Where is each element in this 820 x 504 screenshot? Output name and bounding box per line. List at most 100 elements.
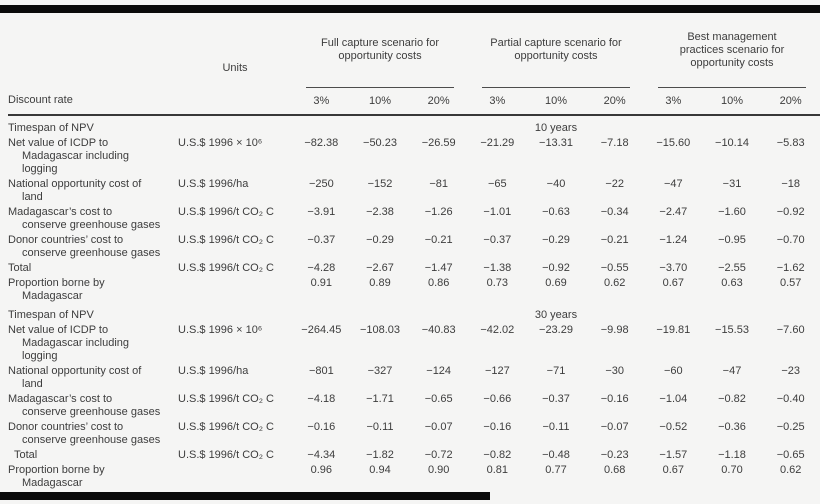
value-cell: −21.29 [480, 137, 515, 149]
discount-rate-label: Discount rate [8, 94, 73, 106]
group-header-full-capture: Full capture scenario for opportunity co… [292, 16, 468, 114]
table-section-10-years: Timespan of NPV 10 years Net value of ICDP… [8, 122, 820, 303]
value-cell: −0.37 [307, 234, 336, 246]
value-cell: −0.40 [776, 393, 805, 405]
table-row: Donor countries’ cost to conserve greenh… [8, 234, 820, 260]
cost-table: Discount rate Units Full capture scenari… [8, 16, 820, 494]
value-cell: −1.82 [366, 449, 394, 461]
value-cell: −2.38 [366, 206, 394, 218]
value-cell: −18 [781, 178, 800, 190]
value-cell: −0.07 [600, 421, 629, 433]
row-units: U.S.$ 1996 × 10⁶ [178, 324, 263, 336]
timespan-label: Timespan of NPV [8, 309, 94, 321]
row-label: Proportion borne by Madagascar [8, 277, 105, 302]
table-row: Madagascar’s cost to conserve greenhouse… [8, 393, 820, 419]
group-underline [306, 87, 454, 88]
value-cell: 0.94 [369, 464, 391, 476]
value-cell: 0.77 [545, 464, 567, 476]
rate-header: 10% [368, 94, 391, 107]
value-cell: −31 [722, 178, 742, 190]
table-body: Timespan of NPV 10 years Net value of ICDP… [8, 116, 820, 490]
table-row: National opportunity cost of land U.S.$ 1… [8, 178, 820, 204]
row-units: U.S.$ 1996/t CO₂ C [178, 421, 274, 433]
value-cell: −4.28 [307, 262, 336, 274]
value-cell: 0.67 [662, 464, 685, 476]
value-cell: −0.37 [542, 393, 570, 405]
row-label: Donor countries’ cost to conserve greenh… [8, 421, 161, 446]
value-cell: −0.29 [542, 234, 570, 246]
value-cell: −50.23 [363, 137, 397, 149]
value-cell: 0.73 [486, 277, 509, 289]
value-cell: −15.53 [715, 324, 749, 336]
rate-header: 10% [720, 94, 743, 107]
value-cell: 0.81 [486, 464, 509, 476]
table-row: Net value of ICDP to Madagascar includin… [8, 324, 820, 363]
row-label: Total [14, 449, 38, 461]
table-row: Total U.S.$ 1996/t CO₂ C −4.34 −1.82 −0.72 −0… [8, 449, 820, 462]
value-cell: −801 [308, 365, 334, 377]
rate-header: 20% [603, 94, 626, 107]
timespan-value: 30 years [534, 309, 578, 321]
value-cell: 0.96 [310, 464, 333, 476]
table-row: Total U.S.$ 1996/t CO₂ C −4.28 −2.67 −1.47 −1… [8, 262, 820, 275]
value-cell: −0.82 [483, 449, 512, 461]
table-row: Net value of ICDP to Madagascar includin… [8, 137, 820, 176]
group-rates: 3% 10% 20% [292, 88, 468, 114]
value-cell: −47 [663, 178, 683, 190]
value-cell: −3.91 [307, 206, 336, 218]
row-label: Net value of ICDP to Madagascar includin… [8, 324, 130, 362]
value-cell: −124 [426, 365, 452, 377]
timespan-row: Timespan of NPV 30 years [8, 309, 820, 322]
value-cell: −1.18 [718, 449, 746, 461]
rate-header: 3% [313, 94, 330, 107]
value-cell: −26.59 [421, 137, 456, 149]
rate-header: 3% [489, 94, 506, 107]
value-cell: −71 [546, 365, 566, 377]
value-cell: −40 [546, 178, 566, 190]
timespan-row: Timespan of NPV 10 years [8, 122, 820, 135]
value-cell: 0.62 [779, 464, 802, 476]
value-cell: −15.60 [656, 137, 691, 149]
value-cell: 0.62 [603, 277, 626, 289]
rate-header: 10% [544, 94, 567, 107]
value-cell: 0.91 [310, 277, 333, 289]
row-label: National opportunity cost of land [8, 365, 142, 390]
row-units: U.S.$ 1996/t CO₂ C [178, 206, 274, 218]
value-cell: −3.70 [659, 262, 688, 274]
value-cell: −60 [663, 365, 683, 377]
value-cell: −22 [605, 178, 624, 190]
value-cell: −0.21 [424, 234, 453, 246]
value-cell: −0.82 [718, 393, 746, 405]
value-cell: 0.67 [662, 277, 685, 289]
row-units: U.S.$ 1996/t CO₂ C [178, 449, 274, 461]
row-label: Proportion borne by Madagascar [8, 464, 105, 489]
value-cell: −0.72 [424, 449, 453, 461]
value-cell: −0.65 [776, 449, 805, 461]
row-label: Madagascar’s cost to conserve greenhouse… [8, 393, 161, 418]
value-cell: −1.71 [366, 393, 394, 405]
timespan-value: 10 years [534, 122, 578, 134]
value-cell: −0.36 [718, 421, 746, 433]
value-cell: −0.63 [542, 206, 570, 218]
value-cell: −2.47 [659, 206, 688, 218]
value-cell: −5.83 [776, 137, 805, 149]
rate-header: 20% [427, 94, 450, 107]
value-cell: −30 [605, 365, 624, 377]
value-cell: −47 [722, 365, 742, 377]
value-cell: −23 [781, 365, 800, 377]
table-row: Proportion borne by Madagascar 0.96 0.94 0.… [8, 464, 820, 490]
value-cell: 0.63 [721, 277, 743, 289]
row-units: U.S.$ 1996/t CO₂ C [178, 262, 274, 274]
value-cell: 0.68 [603, 464, 626, 476]
value-cell: −1.38 [483, 262, 512, 274]
value-cell: 0.86 [427, 277, 450, 289]
value-cell: −0.92 [542, 262, 570, 274]
group-underline [658, 87, 806, 88]
rate-header: 3% [665, 94, 682, 107]
value-cell: −0.48 [542, 449, 570, 461]
group-underline [482, 87, 630, 88]
value-cell: −0.29 [366, 234, 394, 246]
value-cell: −4.18 [307, 393, 336, 405]
value-cell: −0.34 [600, 206, 629, 218]
